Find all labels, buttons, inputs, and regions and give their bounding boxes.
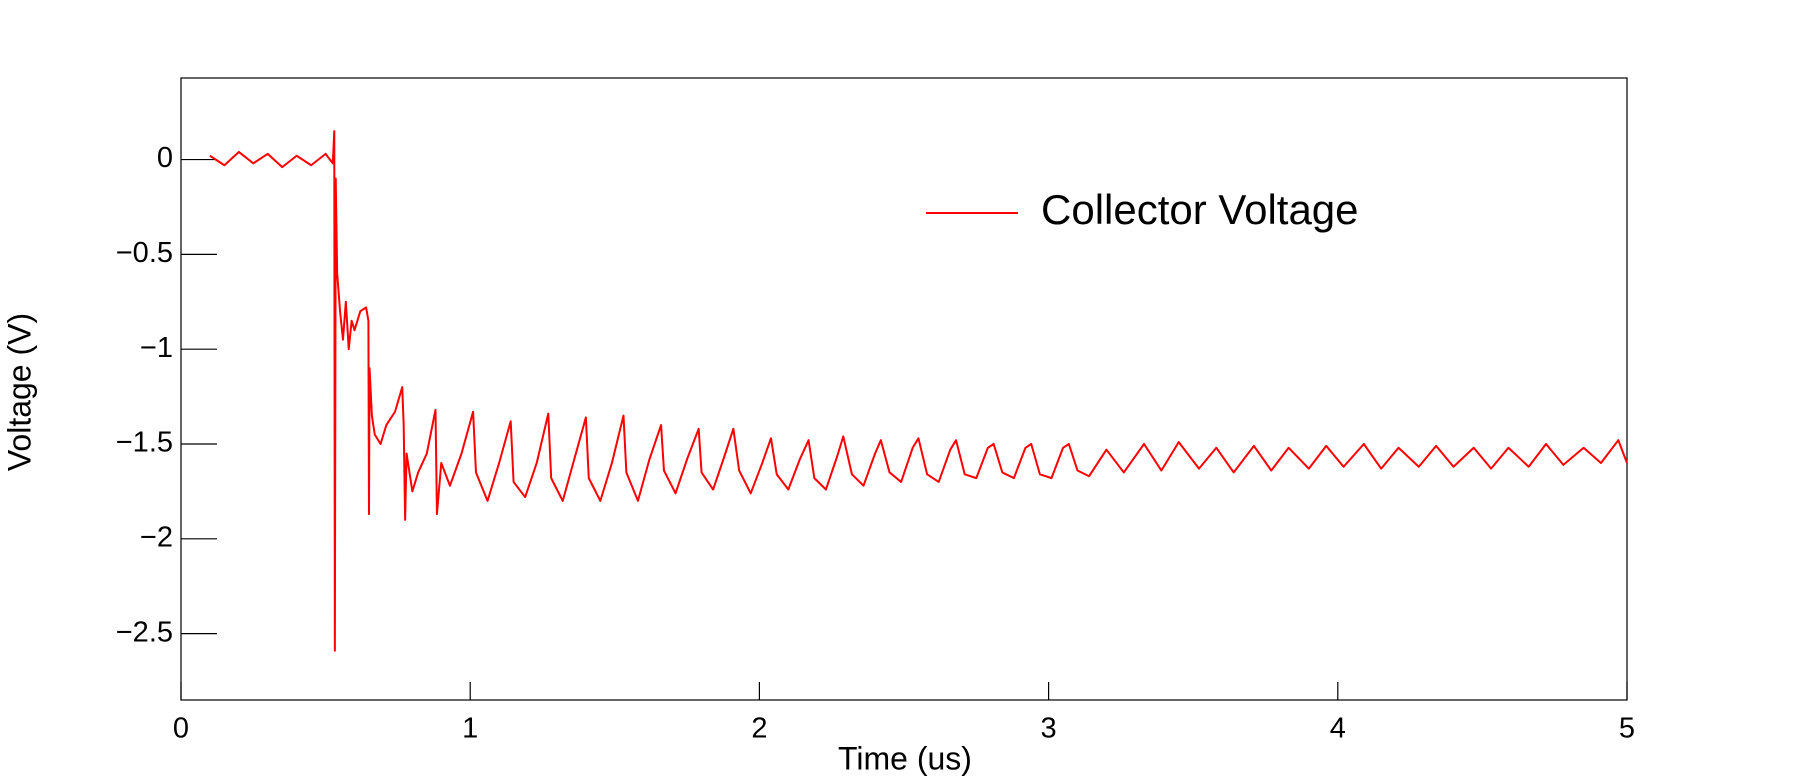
x-tick-label: 4 — [1330, 713, 1346, 745]
x-tick-label: 2 — [751, 713, 767, 745]
legend-label: Collector Voltage — [1041, 186, 1359, 233]
y-axis-label: Voltage (V) — [1, 313, 37, 471]
y-tick-label: −2 — [140, 521, 173, 553]
x-axis-label: Time (us) — [838, 740, 972, 776]
plot-frame — [180, 77, 1628, 701]
x-tick-label: 5 — [1619, 713, 1635, 745]
series-line — [209, 130, 1628, 652]
y-tick-label: −2.5 — [116, 616, 173, 648]
x-tick-label: 1 — [462, 713, 478, 745]
x-tick-label: 0 — [173, 713, 189, 745]
y-tick-label: −1 — [140, 332, 173, 364]
y-tick-label: −1.5 — [116, 427, 173, 459]
y-tick-label: −0.5 — [116, 237, 173, 269]
x-tick-label: 3 — [1041, 713, 1057, 745]
y-tick-label: 0 — [157, 142, 173, 174]
